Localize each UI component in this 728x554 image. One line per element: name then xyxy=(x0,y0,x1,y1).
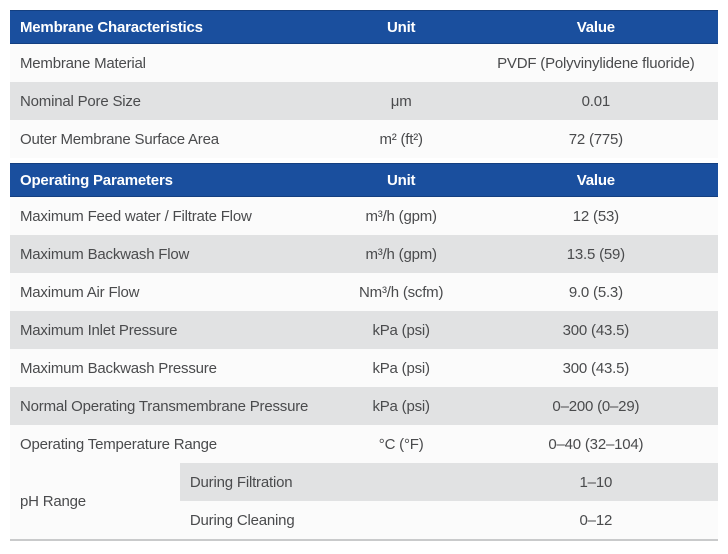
unit-cell: kPa (psi) xyxy=(372,397,430,415)
table-row: Nominal Pore Size μm 0.01 xyxy=(10,82,718,120)
section-header-membrane-characteristics: Membrane Characteristics Unit Value xyxy=(10,10,718,44)
table-row: During Filtration 1–10 xyxy=(179,463,718,501)
column-header-value: Value xyxy=(576,18,615,36)
value-cell: 300 (43.5) xyxy=(562,359,630,377)
spec-table: Membrane Characteristics Unit Value Memb… xyxy=(10,10,718,541)
unit-cell: m³/h (gpm) xyxy=(365,207,437,225)
value-cell: 300 (43.5) xyxy=(562,321,630,339)
value-cell: PVDF (Polyvinylidene fluoride) xyxy=(497,54,695,72)
table-row: Maximum Inlet Pressure kPa (psi) 300 (43… xyxy=(10,311,718,349)
value-cell: 1–10 xyxy=(579,473,613,491)
unit-cell: kPa (psi) xyxy=(372,321,430,339)
unit-cell: °C (°F) xyxy=(378,435,424,453)
section-title: Operating Parameters xyxy=(20,171,173,189)
table-row: Maximum Backwash Flow m³/h (gpm) 13.5 (5… xyxy=(10,235,718,273)
param-label: Maximum Backwash Flow xyxy=(20,245,190,263)
param-label: Outer Membrane Surface Area xyxy=(20,130,219,148)
column-header-unit: Unit xyxy=(386,171,416,189)
table-row: Maximum Backwash Pressure kPa (psi) 300 … xyxy=(10,349,718,387)
value-cell: 0–12 xyxy=(579,511,613,529)
param-label: Normal Operating Transmembrane Pressure xyxy=(20,397,309,415)
table-row: Outer Membrane Surface Area m² (ft²) 72 … xyxy=(10,120,718,158)
unit-cell: m³/h (gpm) xyxy=(365,245,437,263)
unit-cell: kPa (psi) xyxy=(372,359,430,377)
section-title: Membrane Characteristics xyxy=(20,18,203,36)
unit-cell: Nm³/h (scfm) xyxy=(359,283,444,301)
param-label: Membrane Material xyxy=(20,54,146,72)
value-cell: 0–40 (32–104) xyxy=(548,435,644,453)
value-cell: 0.01 xyxy=(581,92,611,110)
ph-range-block: pH Range During Filtration 1–10 During C… xyxy=(10,463,718,539)
section-header-operating-parameters: Operating Parameters Unit Value xyxy=(10,163,718,197)
table-row: Maximum Air Flow Nm³/h (scfm) 9.0 (5.3) xyxy=(10,273,718,311)
param-label: Maximum Backwash Pressure xyxy=(20,359,217,377)
value-cell: 12 (53) xyxy=(572,207,619,225)
value-cell: 0–200 (0–29) xyxy=(552,397,640,415)
table-row: Operating Temperature Range °C (°F) 0–40… xyxy=(10,425,718,463)
column-header-unit: Unit xyxy=(386,18,416,36)
table-row: Membrane Material PVDF (Polyvinylidene f… xyxy=(10,44,718,82)
value-cell: 13.5 (59) xyxy=(566,245,625,263)
unit-cell: μm xyxy=(390,92,412,110)
table-row: During Cleaning 0–12 xyxy=(179,501,718,539)
value-cell: 72 (775) xyxy=(568,130,623,148)
table-row: Normal Operating Transmembrane Pressure … xyxy=(10,387,718,425)
param-label: Operating Temperature Range xyxy=(20,435,217,453)
table-row: Maximum Feed water / Filtrate Flow m³/h … xyxy=(10,197,718,235)
table-bottom-border xyxy=(10,539,718,541)
ph-condition-label: During Filtration xyxy=(189,473,293,491)
ph-condition-label: During Cleaning xyxy=(189,511,295,529)
ph-range-label: pH Range xyxy=(10,463,180,539)
ph-range-subrows: During Filtration 1–10 During Cleaning 0… xyxy=(179,463,718,539)
param-label: Nominal Pore Size xyxy=(20,92,141,110)
param-label: Maximum Air Flow xyxy=(20,283,140,301)
column-header-value: Value xyxy=(576,171,615,189)
value-cell: 9.0 (5.3) xyxy=(568,283,623,301)
param-label: Maximum Inlet Pressure xyxy=(20,321,178,339)
unit-cell: m² (ft²) xyxy=(379,130,423,148)
param-label: Maximum Feed water / Filtrate Flow xyxy=(20,207,252,225)
